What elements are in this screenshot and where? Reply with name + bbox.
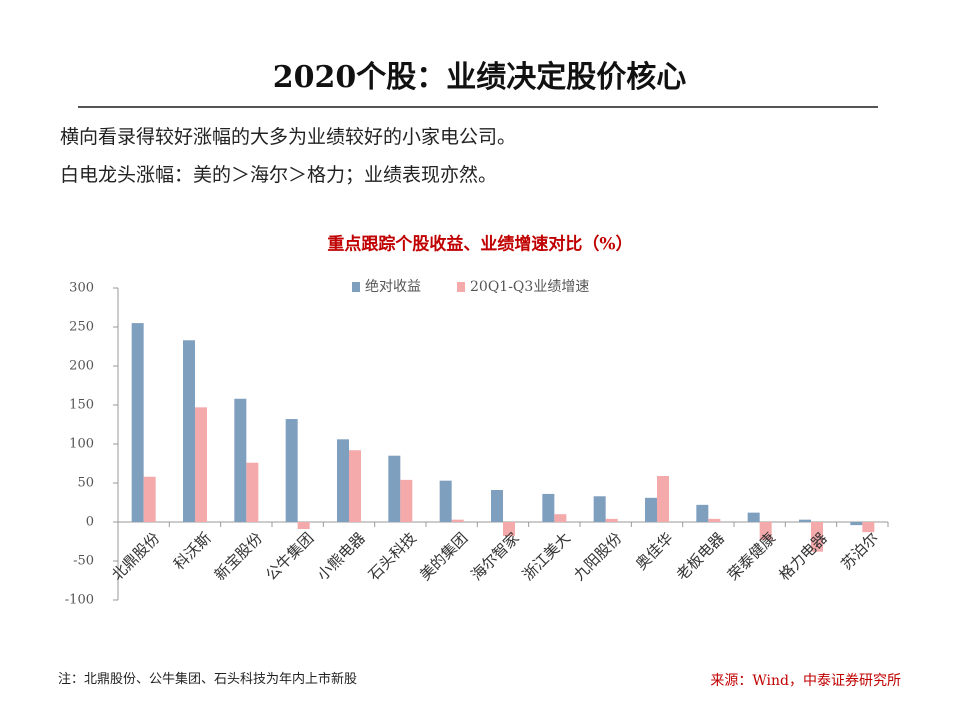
- bar: [645, 497, 657, 522]
- x-tick-label: 浙江美大: [519, 529, 574, 584]
- text-line: 横向看录得较好涨幅的大多为业绩较好的小家电公司。: [60, 126, 517, 148]
- y-tick-label: 0: [86, 515, 94, 530]
- bar: [862, 522, 875, 533]
- bar: [131, 323, 144, 522]
- legend-swatch: [352, 282, 360, 292]
- bar: [811, 522, 823, 552]
- x-tick-label: 石头科技: [365, 529, 420, 584]
- bar: [542, 493, 555, 522]
- y-tick-label: -50: [73, 554, 94, 569]
- bar: [503, 522, 515, 537]
- x-tick-label: 苏泊尔: [837, 529, 882, 574]
- bar: [143, 476, 156, 522]
- bar: [285, 419, 298, 522]
- bar: [234, 398, 247, 522]
- bar: [388, 455, 401, 522]
- bar: [696, 504, 709, 522]
- text-line: 白电龙头涨幅：美的＞海尔＞格力；业绩表现亦然。: [60, 164, 498, 186]
- bar: [439, 480, 452, 522]
- bar: [554, 514, 567, 522]
- bar: [759, 522, 772, 540]
- legend-label: 绝对收益: [365, 279, 421, 295]
- bar: [657, 475, 669, 522]
- bar: [349, 450, 361, 522]
- x-tick-label: 科沃斯: [170, 529, 215, 574]
- x-tick-label: 美的集团: [416, 529, 471, 584]
- bar: [297, 522, 310, 530]
- chart-title: 重点跟踪个股收益、业绩增速对比（%）: [327, 234, 632, 255]
- bar: [400, 479, 413, 522]
- y-tick-label: 300: [69, 281, 94, 296]
- bar: [850, 522, 863, 526]
- x-tick-label: 荣泰健康: [724, 529, 779, 584]
- x-tick-label: 九阳股份: [570, 529, 625, 584]
- legend-label: 20Q1-Q3业绩增速: [470, 279, 589, 295]
- y-tick-label: 50: [77, 476, 94, 491]
- legend-swatch: [457, 282, 465, 292]
- footnote: 注：北鼎股份、公牛集团、石头科技为年内上市新股: [58, 672, 358, 687]
- bar: [337, 439, 349, 522]
- bar: [195, 407, 207, 522]
- x-tick-label: 格力电器: [775, 529, 830, 584]
- x-tick-label: 公牛集团: [262, 529, 317, 584]
- bar: [183, 340, 195, 522]
- x-tick-label: 小熊电器: [313, 529, 368, 584]
- y-tick-label: 100: [69, 437, 94, 452]
- x-tick-label: 海尔智家: [467, 529, 522, 584]
- divider: [78, 106, 878, 108]
- bar: [246, 462, 259, 522]
- bar: [708, 518, 721, 522]
- chart: 重点跟踪个股收益、业绩增速对比（%） 300 250 200 150 100 50 0 -50…: [65, 234, 889, 608]
- bar: [491, 490, 503, 522]
- y-tick-label: 200: [69, 359, 94, 374]
- slide-title: 2020个股：业绩决定股价核心: [272, 60, 687, 95]
- y-tick-label: 250: [69, 320, 94, 335]
- bar: [799, 519, 811, 522]
- y-tick-label: 150: [69, 398, 94, 413]
- source: 来源：Wind，中泰证券研究所: [710, 673, 901, 689]
- bar: [451, 519, 464, 522]
- bar: [593, 496, 606, 522]
- y-tick-label: -100: [65, 593, 94, 608]
- x-tick-label: 新宝股份: [211, 529, 266, 584]
- x-tick-label: 奥佳华: [632, 529, 677, 574]
- x-tick-label: 老板电器: [673, 529, 728, 584]
- x-tick-label: 北鼎股份: [108, 529, 163, 584]
- bar: [605, 518, 618, 522]
- bar: [747, 512, 760, 522]
